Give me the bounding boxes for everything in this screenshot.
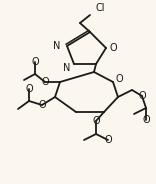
Text: O: O [92,116,100,126]
Text: O: O [31,57,39,67]
Text: O: O [104,135,112,145]
Text: N: N [63,63,70,73]
Text: O: O [142,115,150,125]
Text: O: O [38,100,46,110]
Text: O: O [25,84,33,94]
Text: N: N [53,41,60,51]
Text: O: O [116,74,124,84]
Text: O: O [41,77,49,87]
Text: O: O [110,43,118,53]
Text: O: O [138,91,146,101]
Text: Cl: Cl [95,3,105,13]
